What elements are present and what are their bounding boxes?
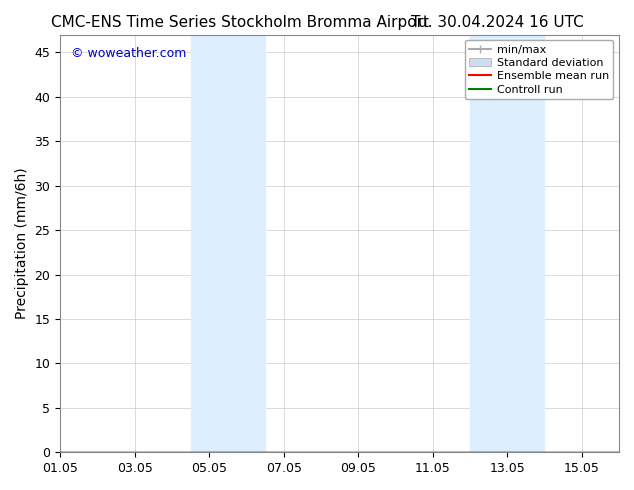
Bar <box>191 35 265 452</box>
Bar <box>470 35 545 452</box>
Text: Tu. 30.04.2024 16 UTC: Tu. 30.04.2024 16 UTC <box>411 15 583 30</box>
Text: © woweather.com: © woweather.com <box>72 47 186 60</box>
Text: CMC-ENS Time Series Stockholm Bromma Airport: CMC-ENS Time Series Stockholm Bromma Air… <box>51 15 429 30</box>
Y-axis label: Precipitation (mm/6h): Precipitation (mm/6h) <box>15 168 29 319</box>
Legend: min/max, Standard deviation, Ensemble mean run, Controll run: min/max, Standard deviation, Ensemble me… <box>465 40 614 99</box>
